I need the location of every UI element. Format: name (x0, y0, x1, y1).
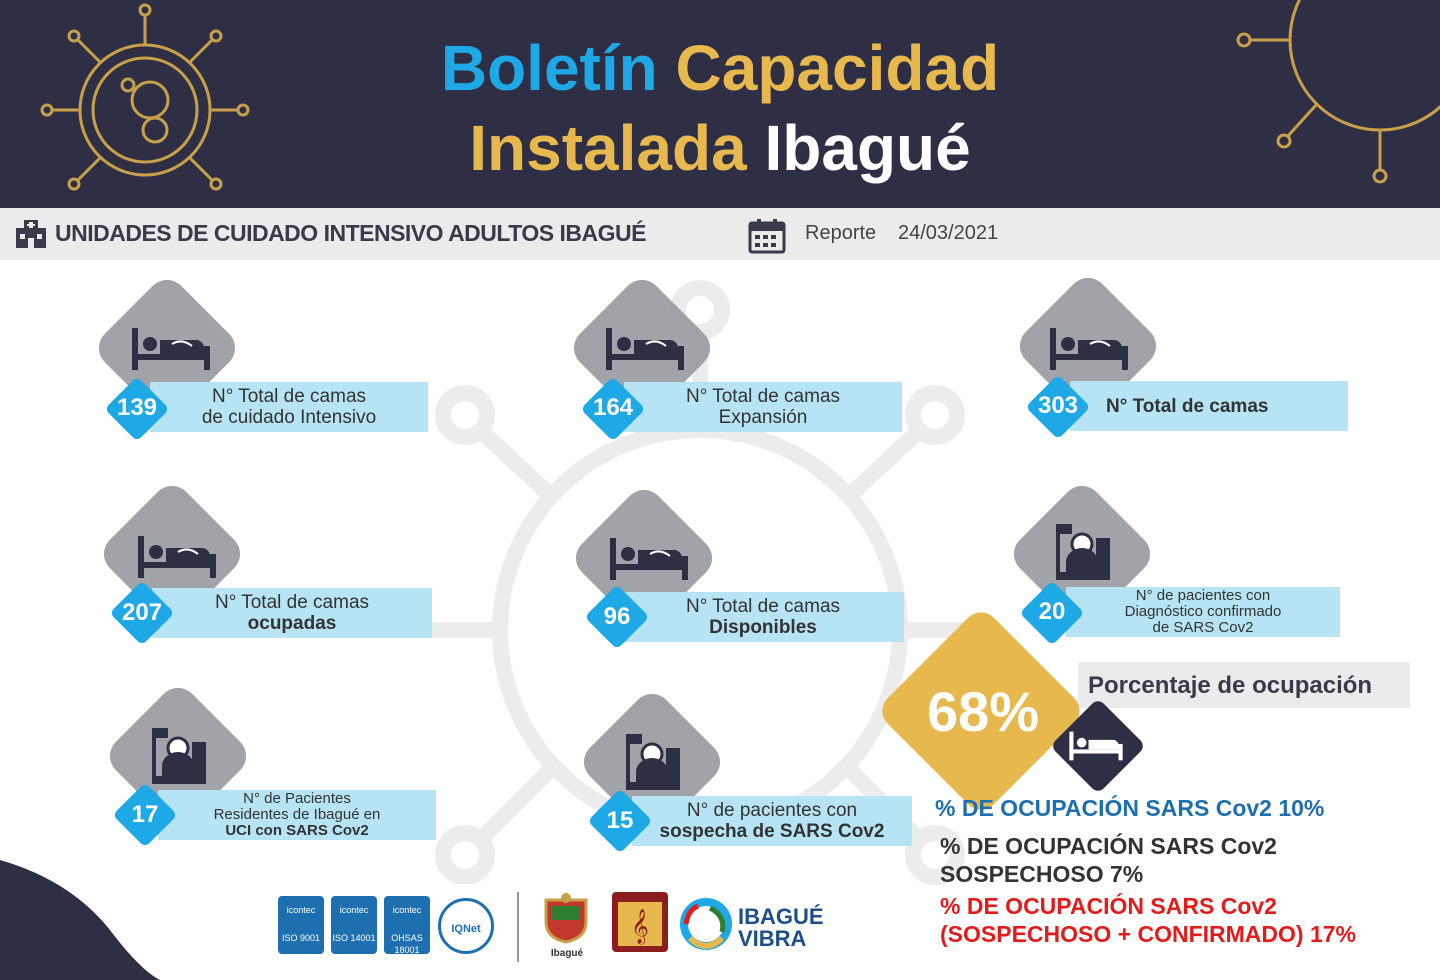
icontec-cert-1: ISO 9001 (281, 933, 321, 943)
section-bar (0, 208, 1440, 260)
stat-total: % DE OCUPACIÓN SARS Cov2 (SOSPECHOSO + C… (940, 892, 1356, 948)
card-17-line1: N° de Pacientes (243, 790, 351, 807)
card-139-line1: N° Total de camas (211, 386, 367, 407)
title-word-boletin: Boletín (440, 32, 658, 104)
stat-total-line2: (SOSPECHOSO + CONFIRMADO) 17% (940, 921, 1356, 947)
card-207-line2: ocupadas (247, 613, 337, 634)
card-20-line3: de SARS Cov2 (1152, 619, 1254, 636)
icontec-brand-1: icontec (286, 905, 316, 915)
stat-total-line1: % DE OCUPACIÓN SARS Cov2 (940, 893, 1277, 919)
card-96-line1: N° Total de camas (685, 596, 841, 617)
occupancy-label-bg (1078, 662, 1410, 708)
card-15-line1: N° de pacientes con (686, 800, 858, 821)
card-139-line2: de cuidado Intensivo (201, 407, 377, 428)
icontec-cert-3: OHSAS 18001 (391, 933, 423, 955)
card-17-value: 17 (131, 801, 159, 828)
bed-icon (1069, 731, 1123, 761)
title-word-capacidad: Capacidad (675, 32, 1000, 104)
patient-icon (626, 734, 680, 790)
stat-suspected-line2: SOSPECHOSO 7% (940, 861, 1144, 887)
card-207-value: 207 (121, 599, 163, 626)
card-164-line2: Expansión (718, 407, 808, 428)
card-20-label: N° de pacientes con Diagnóstico confirma… (1066, 587, 1340, 637)
vibra-line1: IBAGUÉ (738, 904, 824, 929)
bed-icon (1050, 328, 1128, 370)
footer-divider (517, 892, 519, 962)
bed-icon (138, 536, 216, 578)
card-207-label: N° Total de camas ocupadas (152, 588, 432, 638)
card-164-label: N° Total de camas Expansión (624, 382, 902, 432)
coat-of-arms-icon (544, 893, 588, 944)
card-303-line1: N° Total de camas (1106, 395, 1269, 417)
card-164-value: 164 (592, 394, 634, 421)
card-20-value: 20 (1038, 598, 1066, 625)
patient-icon (1056, 524, 1110, 580)
card-17-line2: Residentes de Ibagué en (213, 806, 381, 823)
report-label: Reporte (805, 222, 877, 244)
card-15-line2: sospecha de SARS Cov2 (659, 821, 885, 842)
card-15-value: 15 (606, 807, 634, 834)
musical-logo-icon: 𝄞 (612, 892, 668, 952)
card-164-line1: N° Total de camas (685, 386, 841, 407)
card-303-label: N° Total de camas (1070, 381, 1348, 431)
iqnet-logo: IQNet (438, 898, 494, 954)
virus-illustration-left (40, 3, 250, 191)
stat-suspected-line1: % DE OCUPACIÓN SARS Cov2 (940, 833, 1277, 859)
card-96-line2: Disponibles (709, 617, 817, 638)
card-96-value: 96 (603, 603, 631, 630)
card-15-label: N° de pacientes con sospecha de SARS Cov… (632, 796, 912, 846)
icontec-cert-2: ISO 14001 (332, 933, 376, 943)
card-17-label: N° de Pacientes Residentes de Ibagué en … (158, 790, 436, 840)
vibra-text: IBAGUÉ VIBRA (738, 906, 824, 950)
icontec-brand-2: icontec (339, 905, 369, 915)
footer-logos: icontec ISO 9001 icontec ISO 14001 icont… (270, 884, 830, 980)
virus-illustration-right (1236, 0, 1440, 184)
icontec-logo-iso9001: icontec ISO 9001 (278, 896, 324, 954)
card-20-line2: Diagnóstico confirmado (1124, 603, 1282, 620)
icontec-logo-ohsas: icontec OHSAS 18001 (384, 896, 430, 955)
card-207-line1: N° Total de camas (214, 592, 370, 613)
decorative-blob (0, 860, 160, 980)
bed-icon (606, 328, 684, 370)
ibague-vibra-logo-icon (680, 898, 732, 950)
occupancy-label: Porcentaje de ocupación (1088, 672, 1373, 699)
card-139-value: 139 (116, 394, 158, 421)
svg-text:𝄞: 𝄞 (631, 909, 649, 945)
title-word-ibague: Ibagué (764, 112, 971, 184)
card-17-line3: UCI con SARS Cov2 (225, 822, 369, 839)
title-word-instalada: Instalada (469, 112, 747, 184)
report-date: 24/03/2021 (898, 222, 999, 244)
bed-icon (610, 538, 688, 580)
patient-icon (152, 728, 206, 784)
header-banner: Boletín Capacidad Instalada Ibagué (0, 0, 1440, 208)
stat-suspected: % DE OCUPACIÓN SARS Cov2 SOSPECHOSO 7% (940, 832, 1277, 888)
hospital-icon (16, 220, 46, 248)
card-303-value: 303 (1037, 392, 1079, 419)
vibra-line2: VIBRA (738, 926, 807, 951)
page-title-line2: Instalada Ibagué (0, 108, 1440, 188)
icontec-brand-3: icontec (392, 905, 422, 915)
card-20-line1: N° de pacientes con (1135, 587, 1271, 604)
occupancy-value: 68% (926, 680, 1040, 743)
section-title: UNIDADES DE CUIDADO INTENSIVO ADULTOS IB… (55, 220, 646, 246)
bed-icon (132, 328, 210, 370)
calendar-icon (748, 219, 786, 254)
card-96-label: N° Total de camas Disponibles (622, 592, 904, 642)
page-title-line1: Boletín Capacidad (0, 28, 1440, 108)
stat-confirmed: % DE OCUPACIÓN SARS Cov2 10% (935, 795, 1325, 821)
icontec-logo-iso14001: icontec ISO 14001 (331, 896, 377, 954)
card-139-label: N° Total de camas de cuidado Intensivo (150, 382, 428, 432)
alcaldia-label: Ibagué (550, 948, 584, 959)
